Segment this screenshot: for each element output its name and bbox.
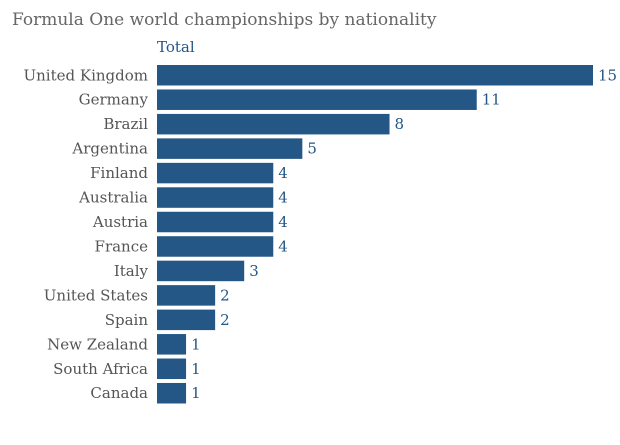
bar-united-states <box>157 285 216 306</box>
value-label: 2 <box>220 286 230 304</box>
bar-austria <box>157 211 274 233</box>
value-label: 8 <box>395 115 405 133</box>
bar-new-zealand <box>157 334 187 355</box>
bar-australia <box>157 187 274 208</box>
category-label: Spain <box>105 311 149 329</box>
category-label: Finland <box>90 164 148 182</box>
bar-south-africa <box>157 358 187 380</box>
category-label: United Kingdom <box>24 66 149 84</box>
bar-brazil <box>157 113 390 135</box>
category-label: Brazil <box>103 115 148 133</box>
value-label: 2 <box>220 311 230 329</box>
value-label: 1 <box>191 335 201 353</box>
value-label: 4 <box>278 164 288 182</box>
category-label: France <box>95 237 149 255</box>
bar-italy <box>157 260 245 282</box>
bar-finland <box>157 162 274 184</box>
value-label: 3 <box>249 262 259 280</box>
category-label: Australia <box>78 189 148 207</box>
bar-germany <box>157 89 477 110</box>
bar-france <box>157 236 274 257</box>
chart-title: Formula One world championships by natio… <box>12 10 437 30</box>
value-label: 4 <box>278 237 288 255</box>
category-label: Argentina <box>71 140 148 158</box>
value-label: 4 <box>278 213 288 231</box>
value-label: 1 <box>191 384 201 402</box>
value-label: 4 <box>278 189 288 207</box>
bar-spain <box>157 309 216 331</box>
value-label: 5 <box>307 140 317 158</box>
category-label: South Africa <box>53 360 148 378</box>
category-label: Austria <box>92 213 148 231</box>
series-label: Total <box>157 38 195 56</box>
value-label: 15 <box>598 66 617 84</box>
bar-united-kingdom <box>157 65 593 86</box>
category-label: New Zealand <box>47 335 148 353</box>
bar-canada <box>157 382 187 404</box>
bar-argentina <box>157 138 303 159</box>
value-label: 1 <box>191 360 201 378</box>
value-label: 11 <box>482 91 501 109</box>
category-label: Italy <box>114 262 149 280</box>
category-label: Canada <box>90 384 148 402</box>
category-label: Germany <box>79 91 149 109</box>
category-label: United States <box>44 286 148 304</box>
